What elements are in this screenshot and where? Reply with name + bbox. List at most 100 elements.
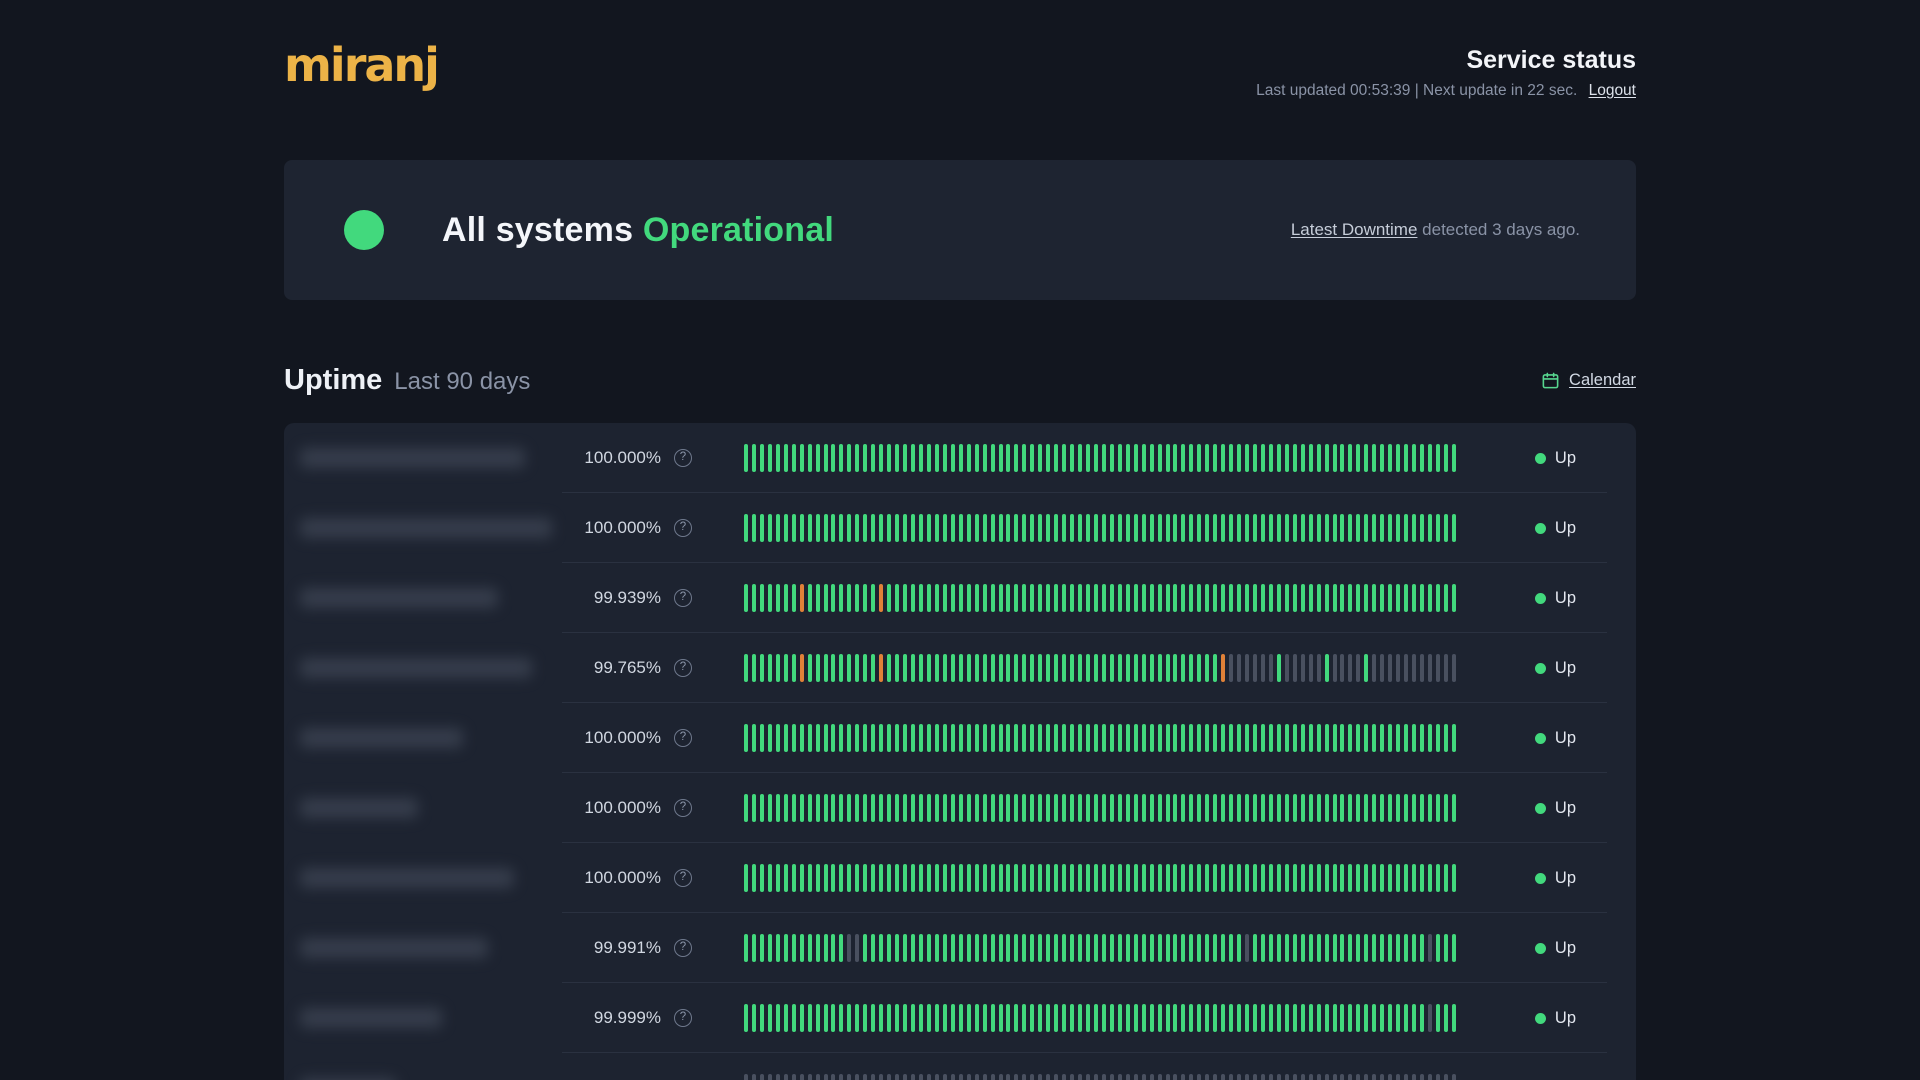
uptime-day-bar [863, 654, 867, 682]
uptime-day-bar [808, 934, 812, 962]
uptime-day-bar [951, 584, 955, 612]
uptime-day-bar [1094, 514, 1098, 542]
uptime-day-bar [1221, 514, 1225, 542]
uptime-day-bar [1428, 864, 1432, 892]
uptime-day-bar [1309, 514, 1313, 542]
calendar-link[interactable]: Calendar [1541, 371, 1636, 390]
uptime-day-bar [1181, 724, 1185, 752]
brand-logo[interactable]: miranj [284, 40, 438, 91]
uptime-day-bar [831, 724, 835, 752]
uptime-day-bar [1166, 724, 1170, 752]
uptime-day-bar [1309, 724, 1313, 752]
uptime-day-bar [1396, 1074, 1400, 1080]
uptime-day-bar [1253, 514, 1257, 542]
uptime-day-bar [1134, 1074, 1138, 1080]
status-cell: Up [1535, 449, 1576, 468]
help-icon[interactable]: ? [674, 589, 692, 607]
uptime-day-bar [1134, 444, 1138, 472]
uptime-day-bar [768, 864, 772, 892]
service-row: 100.000%?Up [284, 843, 1636, 913]
uptime-day-bar [1420, 934, 1424, 962]
uptime-day-bar [784, 794, 788, 822]
status-cell: Up [1535, 799, 1576, 818]
help-icon[interactable]: ? [674, 729, 692, 747]
uptime-day-bar [911, 514, 915, 542]
uptime-day-bar [999, 1074, 1003, 1080]
uptime-day-bar [855, 444, 859, 472]
latest-downtime-link[interactable]: Latest Downtime [1291, 220, 1418, 239]
uptime-day-bar [792, 654, 796, 682]
uptime-day-bar [951, 514, 955, 542]
uptime-day-bar [1285, 864, 1289, 892]
status-cell: Up [1535, 659, 1576, 678]
uptime-day-bar [792, 724, 796, 752]
service-name-blurred [300, 518, 552, 538]
uptime-day-bar [1452, 654, 1456, 682]
uptime-day-bar [824, 794, 828, 822]
uptime-day-bar [1006, 514, 1010, 542]
status-up-dot [1535, 943, 1546, 954]
uptime-day-bar [1086, 724, 1090, 752]
help-icon[interactable]: ? [674, 869, 692, 887]
uptime-day-bar [1444, 584, 1448, 612]
uptime-day-bar [1158, 724, 1162, 752]
uptime-day-bar [1309, 654, 1313, 682]
help-icon[interactable]: ? [674, 449, 692, 467]
uptime-day-bar [800, 1004, 804, 1032]
uptime-day-bar [1444, 514, 1448, 542]
uptime-day-bar [776, 444, 780, 472]
uptime-day-bar [744, 864, 748, 892]
help-icon[interactable]: ? [674, 799, 692, 817]
uptime-day-bar [792, 514, 796, 542]
uptime-day-bar [1380, 1004, 1384, 1032]
uptime-day-bar [1213, 794, 1217, 822]
uptime-day-bar [784, 444, 788, 472]
uptime-day-bar [839, 1004, 843, 1032]
status-cell: Up [1535, 939, 1576, 958]
uptime-day-bar [935, 1074, 939, 1080]
uptime-day-bar [1189, 1074, 1193, 1080]
uptime-bars [744, 514, 1456, 542]
uptime-day-bar [744, 514, 748, 542]
uptime-day-bar [1006, 794, 1010, 822]
uptime-day-bar [1070, 794, 1074, 822]
uptime-day-bar [1166, 444, 1170, 472]
uptime-day-bar [903, 864, 907, 892]
uptime-day-bar [1317, 444, 1321, 472]
uptime-day-bar [1428, 654, 1432, 682]
uptime-day-bar [1173, 1004, 1177, 1032]
uptime-day-bar [1285, 724, 1289, 752]
uptime-day-bar [879, 934, 883, 962]
uptime-day-bar [1325, 794, 1329, 822]
uptime-day-bar [1150, 584, 1154, 612]
help-icon[interactable]: ? [674, 519, 692, 537]
uptime-day-bar [792, 584, 796, 612]
uptime-day-bar [1173, 934, 1177, 962]
uptime-day-bar [903, 444, 907, 472]
uptime-day-bar [792, 794, 796, 822]
uptime-day-bar [1325, 1074, 1329, 1080]
uptime-day-bar [1404, 794, 1408, 822]
uptime-day-bar [1158, 794, 1162, 822]
uptime-day-bar [1173, 1074, 1177, 1080]
status-label: Up [1555, 589, 1576, 608]
uptime-day-bar [871, 794, 875, 822]
uptime-day-bar [1245, 934, 1249, 962]
uptime-day-bar [816, 934, 820, 962]
uptime-day-bar [752, 654, 756, 682]
help-icon[interactable]: ? [674, 939, 692, 957]
uptime-day-bar [847, 864, 851, 892]
uptime-day-bar [1364, 514, 1368, 542]
uptime-day-bar [935, 864, 939, 892]
help-icon[interactable]: ? [674, 659, 692, 677]
page-title: Service status [1256, 46, 1636, 75]
uptime-day-bar [1348, 444, 1352, 472]
uptime-day-bar [1102, 514, 1106, 542]
logout-link[interactable]: Logout [1589, 82, 1636, 99]
uptime-day-bar [1237, 1074, 1241, 1080]
uptime-day-bar [1030, 794, 1034, 822]
uptime-day-bar [1046, 514, 1050, 542]
uptime-day-bar [1428, 1074, 1432, 1080]
help-icon[interactable]: ? [674, 1009, 692, 1027]
uptime-day-bar [839, 864, 843, 892]
